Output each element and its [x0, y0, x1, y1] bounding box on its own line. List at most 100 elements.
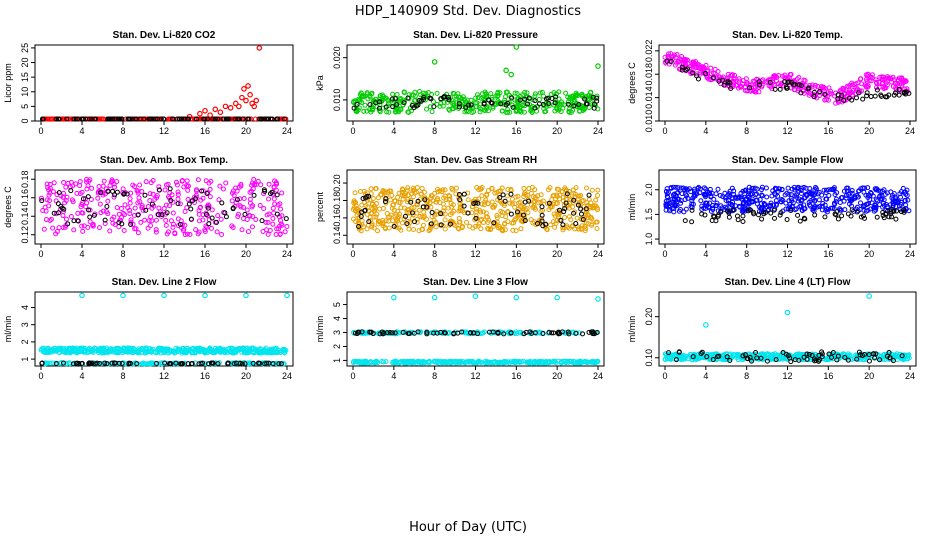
data-point	[782, 192, 788, 198]
data-point	[60, 225, 66, 231]
data-point	[753, 192, 759, 198]
x-tick-label: 16	[200, 371, 210, 381]
data-point	[104, 361, 110, 367]
data-point	[564, 191, 570, 197]
data-point	[718, 209, 724, 215]
data-point	[362, 102, 368, 108]
data-point	[717, 193, 723, 199]
data-point	[874, 186, 880, 192]
series-points	[38, 292, 290, 356]
data-point	[98, 190, 104, 196]
x-tick-label: 24	[905, 249, 915, 259]
data-point	[380, 205, 386, 211]
data-point	[128, 346, 134, 352]
data-point	[153, 116, 159, 122]
series-points	[350, 184, 601, 234]
y-tick-label: 4	[20, 305, 30, 310]
data-point	[565, 101, 571, 107]
data-point	[175, 192, 181, 198]
data-point	[537, 90, 543, 96]
data-point	[801, 184, 807, 190]
data-point	[223, 180, 229, 186]
data-point	[355, 97, 361, 103]
data-point	[99, 360, 105, 366]
data-point	[841, 97, 847, 103]
data-point	[729, 202, 735, 208]
data-point	[392, 330, 398, 336]
data-point	[434, 90, 440, 96]
data-point	[421, 94, 427, 100]
data-point	[447, 107, 453, 113]
data-point	[830, 350, 836, 356]
data-point	[370, 195, 376, 201]
data-point	[399, 189, 405, 195]
data-point	[832, 211, 838, 217]
data-point	[595, 207, 601, 213]
data-point	[763, 185, 769, 191]
data-point	[441, 205, 447, 211]
data-point	[539, 212, 545, 218]
data-point	[371, 360, 377, 366]
data-point	[184, 231, 190, 237]
data-point	[39, 346, 45, 352]
data-point	[759, 216, 765, 222]
data-point	[584, 185, 590, 191]
data-point	[831, 206, 837, 212]
data-point	[266, 181, 272, 187]
data-point	[112, 346, 118, 352]
data-point	[364, 211, 370, 217]
data-point	[188, 206, 194, 212]
data-point	[500, 192, 506, 198]
data-point	[540, 330, 546, 336]
data-point	[849, 92, 855, 98]
data-point	[411, 360, 417, 366]
data-point	[205, 202, 211, 208]
data-point	[118, 206, 124, 212]
data-point	[412, 219, 418, 225]
data-point	[415, 198, 421, 204]
data-point	[352, 190, 358, 196]
data-point	[153, 217, 159, 223]
data-point	[442, 217, 448, 223]
data-point	[87, 219, 93, 225]
data-point	[283, 216, 289, 222]
data-point	[371, 225, 377, 231]
data-point	[898, 354, 904, 360]
data-point	[546, 329, 552, 335]
x-tick-label: 24	[282, 249, 292, 259]
data-point	[532, 204, 538, 210]
data-point	[855, 80, 861, 86]
data-point	[560, 222, 566, 228]
data-point	[132, 349, 138, 355]
data-point	[60, 360, 66, 366]
data-point	[571, 103, 577, 109]
data-point	[578, 206, 584, 212]
data-point	[365, 204, 371, 210]
data-point	[897, 191, 903, 197]
data-point	[366, 219, 372, 225]
data-point	[737, 204, 743, 210]
data-point	[353, 219, 359, 225]
data-point	[714, 203, 720, 209]
data-point	[94, 360, 100, 366]
data-point	[281, 361, 287, 367]
data-point	[553, 91, 559, 97]
data-point	[878, 356, 884, 362]
data-point	[457, 197, 463, 203]
data-point	[514, 107, 520, 113]
data-point	[546, 187, 552, 193]
data-point	[452, 222, 458, 228]
data-point	[206, 221, 212, 227]
x-tick-label: 4	[703, 126, 708, 136]
data-point	[237, 361, 243, 367]
data-point	[129, 116, 135, 122]
data-point	[488, 91, 494, 97]
data-point	[731, 192, 737, 198]
data-point	[495, 89, 501, 95]
data-point	[122, 212, 128, 218]
data-point	[265, 219, 271, 225]
data-point	[402, 192, 408, 198]
data-point	[456, 98, 462, 104]
data-point	[817, 203, 823, 209]
data-point	[486, 108, 492, 114]
